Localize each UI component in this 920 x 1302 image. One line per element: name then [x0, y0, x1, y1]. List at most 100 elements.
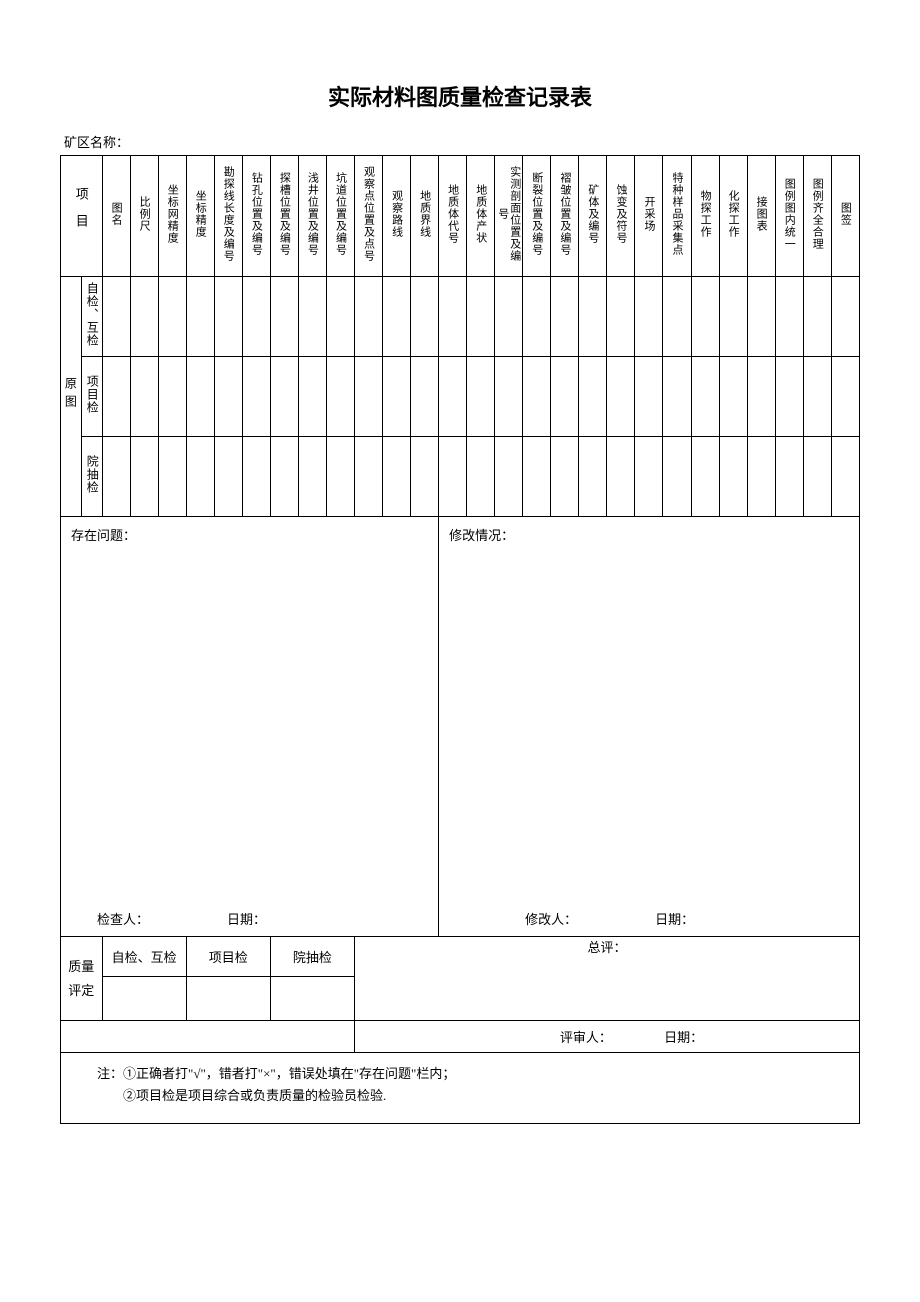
data-cell [495, 437, 523, 517]
col-header: 图签 [831, 156, 859, 277]
data-cell [354, 357, 382, 437]
data-cell [747, 357, 775, 437]
issues-row: 存在问题： 检查人： 日期： 修改情况： 修改人： 日期： [61, 517, 860, 937]
col-header: 化探工作 [719, 156, 747, 277]
data-cell [186, 277, 214, 357]
data-cell [467, 357, 495, 437]
data-cell [831, 357, 859, 437]
data-cell [607, 437, 635, 517]
data-cell [719, 437, 747, 517]
row-label: 自检、互检 [81, 277, 102, 357]
table-row: 原图 自检、互检 [61, 277, 860, 357]
qa-col-header: 项目检 [186, 937, 270, 977]
col-header: 坑道位置及编号 [326, 156, 354, 277]
col-header: 浅井位置及编号 [298, 156, 326, 277]
data-cell [270, 437, 298, 517]
data-cell [298, 357, 326, 437]
col-header: 勘探线长度及编号 [214, 156, 242, 277]
data-cell [158, 277, 186, 357]
reviewer-spacer [61, 1021, 355, 1053]
modifier-label: 修改人： [525, 909, 645, 928]
data-cell [747, 437, 775, 517]
data-cell [775, 277, 803, 357]
data-cell [803, 437, 831, 517]
notes-line2: ②项目检是项目综合或负责质量的检验员检验. [123, 1088, 386, 1103]
col-header: 物探工作 [691, 156, 719, 277]
review-date-label: 日期： [664, 1030, 703, 1045]
qa-value-cell [270, 977, 354, 1021]
data-cell [691, 357, 719, 437]
data-cell [439, 357, 467, 437]
data-cell [635, 437, 663, 517]
side-group-label: 原图 [61, 277, 82, 517]
col-header: 蚀变及符号 [607, 156, 635, 277]
data-cell [691, 437, 719, 517]
data-cell [467, 277, 495, 357]
qa-value-cell [186, 977, 270, 1021]
data-cell [831, 437, 859, 517]
data-cell [383, 357, 411, 437]
data-cell [270, 357, 298, 437]
qa-col-header: 院抽检 [270, 937, 354, 977]
data-cell [298, 277, 326, 357]
col-header: 图例图内统一 [775, 156, 803, 277]
data-cell [383, 277, 411, 357]
overall-label: 总评： [354, 937, 859, 1021]
col-header: 地质体代号 [439, 156, 467, 277]
data-cell [102, 357, 130, 437]
data-cell [635, 357, 663, 437]
data-cell [579, 277, 607, 357]
col-header: 断裂位置及编号 [523, 156, 551, 277]
mine-area-label: 矿区名称： [60, 132, 860, 151]
data-cell [186, 437, 214, 517]
col-header: 探槽位置及编号 [270, 156, 298, 277]
data-cell [270, 277, 298, 357]
col-header: 接图表 [747, 156, 775, 277]
col-header: 钻孔位置及编号 [242, 156, 270, 277]
data-cell [495, 277, 523, 357]
issues-label: 存在问题： [61, 517, 438, 903]
qa-col-header: 自检、互检 [102, 937, 186, 977]
data-cell [523, 357, 551, 437]
col-header: 图名 [102, 156, 130, 277]
data-cell [242, 437, 270, 517]
data-cell [803, 357, 831, 437]
data-cell [130, 357, 158, 437]
data-cell [411, 437, 439, 517]
data-cell [551, 277, 579, 357]
quality-side-label: 质量评定 [61, 937, 103, 1021]
checker-label: 检查人： [97, 909, 217, 928]
reviewer-label: 评审人： [511, 1027, 661, 1046]
data-cell [523, 277, 551, 357]
data-cell [635, 277, 663, 357]
data-cell [158, 437, 186, 517]
modifications-label: 修改情况： [439, 517, 859, 903]
data-cell [439, 437, 467, 517]
table-header-row: 项目 图名 比例尺 坐标网精度 坐标精度 勘探线长度及编号 钻孔位置及编号 探槽… [61, 156, 860, 277]
data-cell [607, 357, 635, 437]
header-project: 项目 [61, 156, 103, 277]
data-cell [214, 357, 242, 437]
data-cell [411, 277, 439, 357]
data-cell [803, 277, 831, 357]
data-cell [214, 437, 242, 517]
table-row: 项目检 [61, 357, 860, 437]
data-cell [719, 277, 747, 357]
page-title: 实际材料图质量检查记录表 [60, 80, 860, 112]
data-cell [439, 277, 467, 357]
notes-prefix: 注： [97, 1066, 123, 1081]
data-cell [130, 437, 158, 517]
col-header: 实测剖面位置及编号 [495, 156, 523, 277]
data-cell [354, 277, 382, 357]
data-cell [383, 437, 411, 517]
data-cell [831, 277, 859, 357]
data-cell [242, 277, 270, 357]
qa-value-cell [102, 977, 186, 1021]
row-label: 项目检 [81, 357, 102, 437]
data-cell [719, 357, 747, 437]
data-cell [354, 437, 382, 517]
data-cell [579, 437, 607, 517]
data-cell [663, 357, 691, 437]
col-header: 图例齐全合理 [803, 156, 831, 277]
quality-header-row: 质量评定 自检、互检 项目检 院抽检 总评： [61, 937, 860, 977]
